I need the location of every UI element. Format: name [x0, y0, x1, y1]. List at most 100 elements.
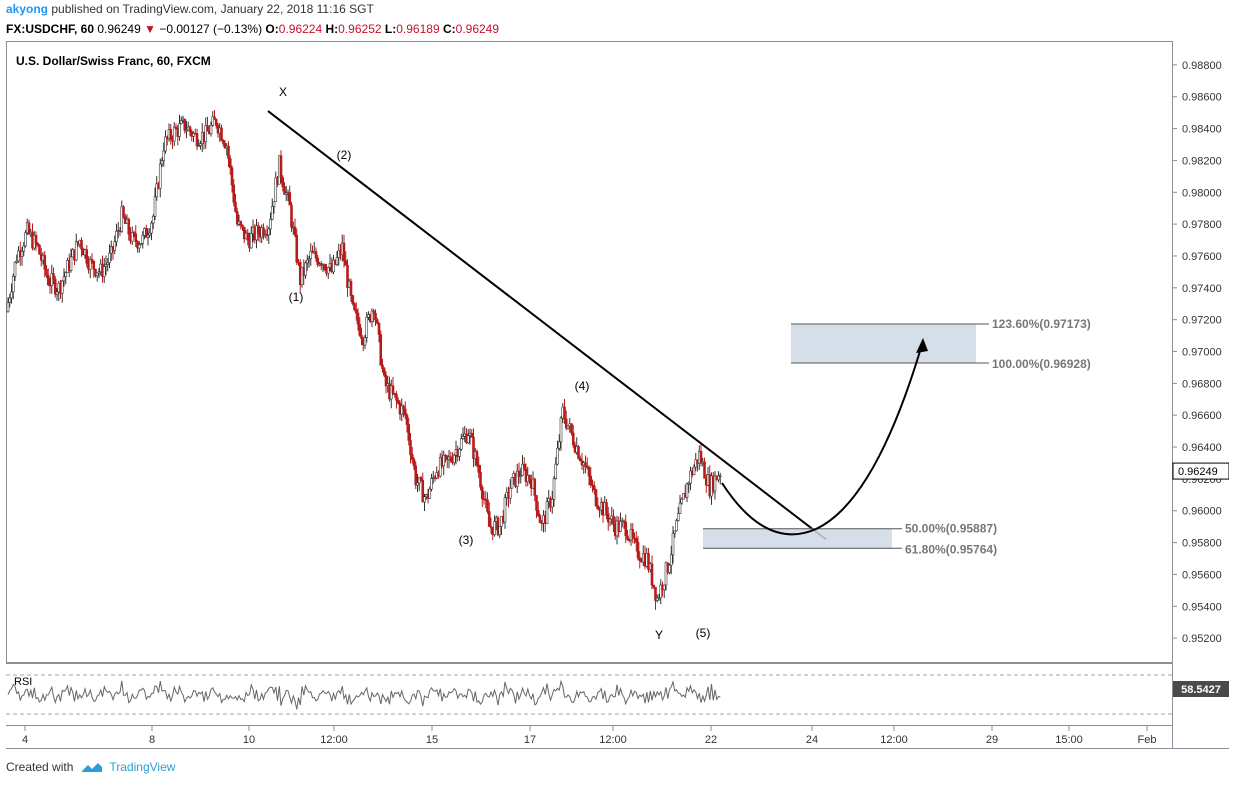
candle-body [647, 553, 650, 571]
candle-body [8, 297, 12, 303]
candle-body [717, 475, 720, 481]
fib-zone-box[interactable] [791, 323, 976, 363]
candle-body [20, 250, 24, 257]
candle-body [204, 125, 208, 142]
candle-body [374, 312, 377, 321]
candle-body [150, 222, 153, 234]
ohlc-legend: FX:USDCHF, 60 0.96249 ▼ −0.00127 (−0.13%… [6, 22, 499, 36]
candle-body [342, 242, 346, 261]
candle-body [538, 515, 542, 523]
candle-body [52, 273, 55, 280]
candle-body [43, 254, 47, 270]
candle-body [164, 136, 167, 152]
candle-body [213, 116, 216, 120]
low-value: 0.96189 [396, 22, 440, 36]
candle-body [141, 235, 145, 244]
candle-body [384, 375, 388, 387]
candle-body [358, 323, 362, 336]
footer: Created with TradingView [6, 760, 175, 774]
candle-body [510, 477, 514, 489]
candle-body [346, 265, 349, 288]
candle-body [479, 472, 482, 488]
candle-body [221, 140, 225, 144]
price-chart[interactable]: U.S. Dollar/Swiss Franc, 60, FXCM 0.9880… [6, 41, 1229, 749]
candle-body [365, 316, 369, 338]
candle-body [288, 192, 292, 206]
candle-body [178, 123, 181, 137]
candle-body [372, 310, 376, 314]
x-tick-label: 22 [705, 734, 717, 746]
y-tick-label: 0.96800 [1182, 378, 1222, 390]
candle-body [363, 337, 367, 346]
y-tick-label: 0.95800 [1182, 538, 1222, 550]
candle-body [687, 482, 691, 485]
candle-body [493, 521, 496, 536]
candle-body [673, 530, 677, 534]
candle-body [46, 275, 50, 286]
x-tick-label: 15 [426, 734, 438, 746]
candle-body [692, 466, 696, 475]
fib-zone-box[interactable] [703, 528, 892, 549]
forecast-arrowhead-icon [916, 338, 928, 353]
candle-body [293, 226, 297, 236]
candle-body [552, 478, 556, 500]
y-tick-label: 0.96000 [1182, 506, 1222, 518]
candle-body [353, 303, 356, 311]
candle-body [557, 441, 561, 449]
candle-body [256, 225, 260, 235]
candle-body [132, 231, 136, 235]
candle-body [209, 124, 213, 135]
x-tick-label: 4 [22, 734, 28, 746]
candlestick-series [6, 110, 722, 610]
candle-body [199, 143, 202, 146]
fib-bottom-label: 100.00%(0.96928) [992, 357, 1091, 371]
candle-body [344, 260, 348, 266]
candle-body [300, 266, 304, 285]
candle-body [570, 423, 573, 434]
candle-body [104, 264, 108, 267]
candle-body [421, 479, 425, 503]
y-tick-label: 0.98200 [1182, 155, 1222, 167]
candle-body [88, 259, 92, 270]
candle-body [223, 143, 227, 149]
candle-body [594, 489, 598, 506]
candle-body [487, 511, 491, 527]
candle-body [664, 562, 668, 586]
candle-body [596, 505, 600, 509]
candle-body [169, 129, 173, 140]
forecast-path[interactable] [721, 340, 924, 536]
candle-body [174, 126, 178, 129]
candle-body [197, 145, 201, 147]
candle-body [636, 541, 640, 559]
candle-body [148, 232, 152, 236]
candle-body [563, 406, 566, 420]
high-label: H: [325, 22, 339, 36]
candle-body [307, 258, 311, 261]
candle-body [521, 463, 524, 476]
candle-body [571, 432, 575, 446]
candle-body [230, 167, 234, 186]
candle-body [381, 364, 384, 369]
candle-body [591, 484, 594, 487]
tradingview-link[interactable]: TradingView [109, 760, 176, 774]
candle-body [466, 435, 470, 444]
candle-body [662, 584, 666, 591]
candle-body [559, 417, 563, 443]
candle-body [410, 454, 414, 460]
close-value: 0.96249 [455, 22, 500, 36]
x-tick-label: 15:00 [1055, 734, 1083, 746]
publish-text: published on TradingView.com, January 22… [51, 2, 374, 16]
high-value: 0.96252 [338, 22, 382, 36]
candle-body [713, 475, 717, 492]
author-name[interactable]: akyong [6, 2, 49, 16]
candle-body [122, 206, 125, 218]
y-tick-label: 0.98600 [1182, 92, 1222, 104]
candle-body [102, 266, 106, 277]
candle-body [589, 475, 593, 486]
candle-body [377, 322, 381, 335]
wave-label-x: X [279, 85, 287, 99]
candle-body [85, 249, 89, 264]
candle-body [412, 459, 416, 467]
trendline[interactable] [267, 110, 827, 541]
candle-body [652, 584, 656, 588]
